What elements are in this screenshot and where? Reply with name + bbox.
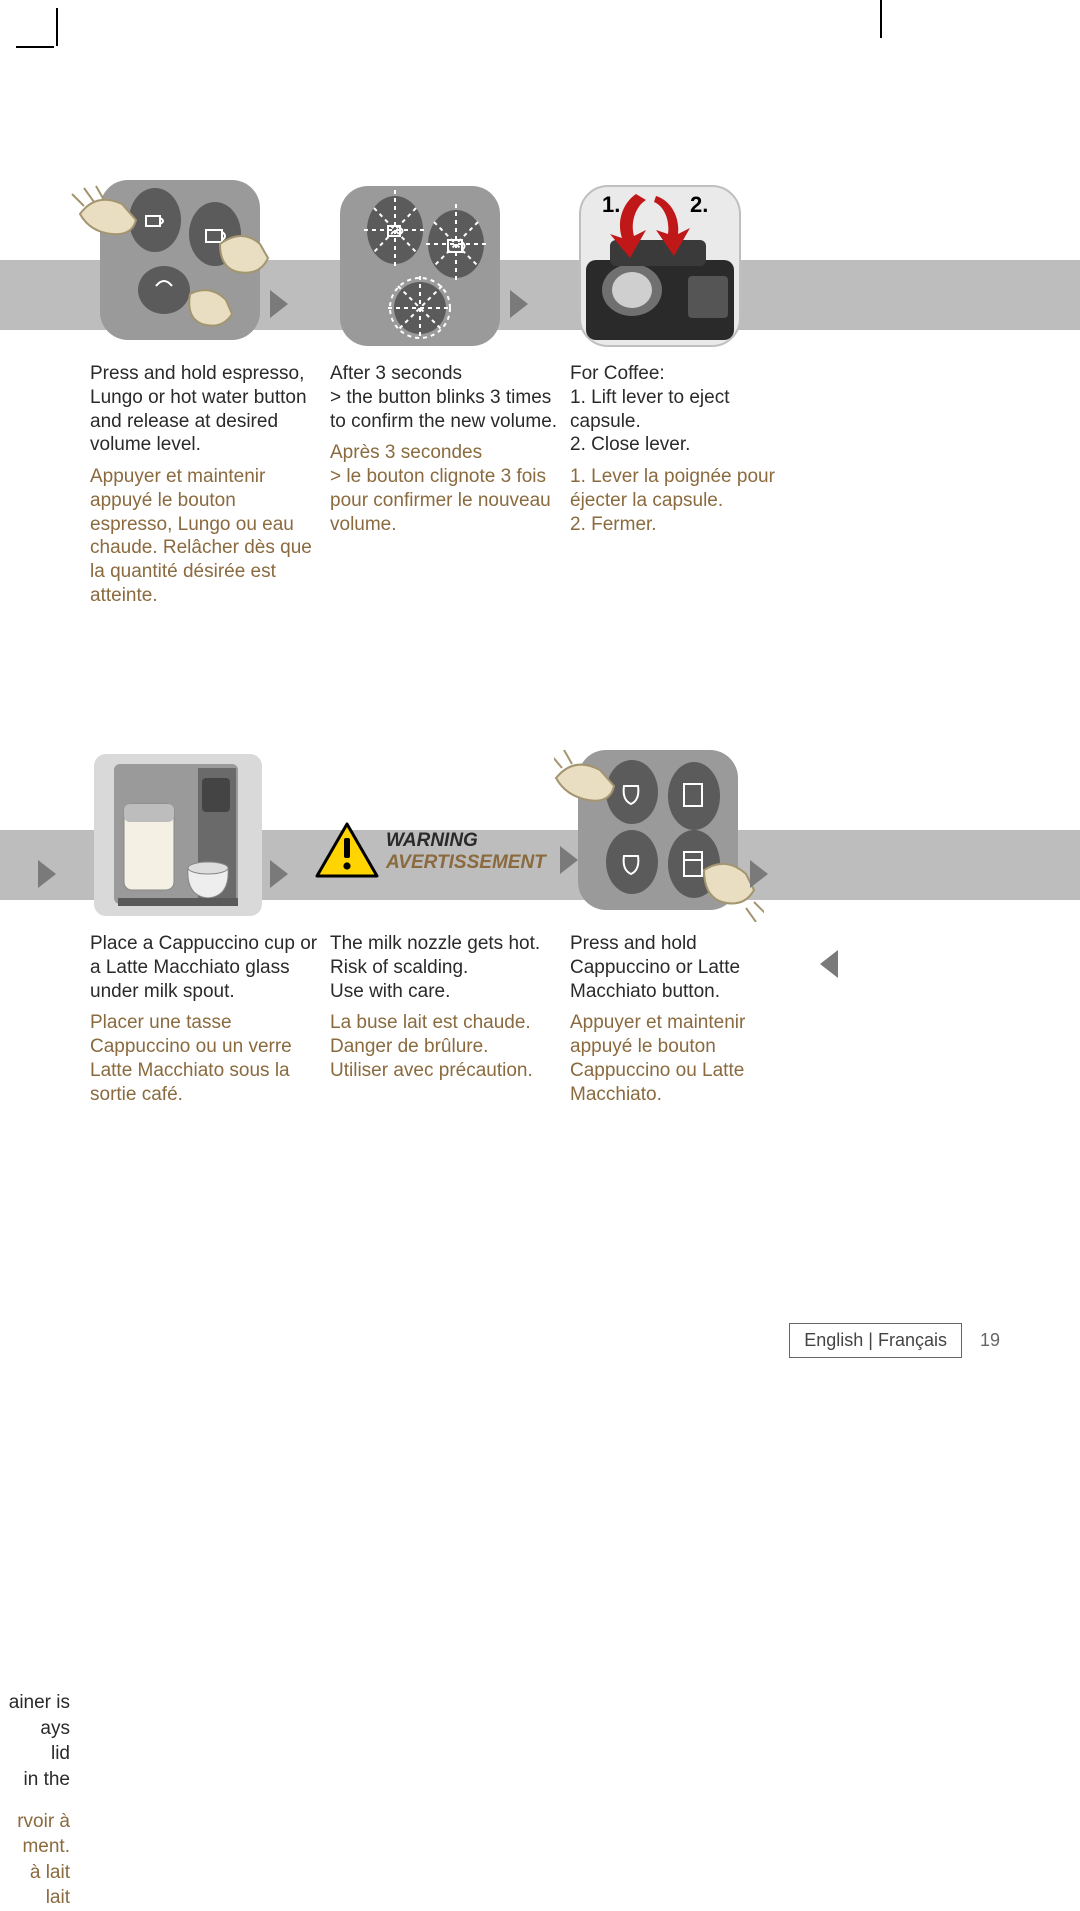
crop-mark — [56, 8, 58, 46]
illustration-lever: 1. 2. — [570, 180, 740, 350]
step-cell-place-cup: Place a Cappuccino cup or a Latte Macchi… — [90, 750, 320, 1106]
step-text-en: The milk nozzle gets hot. Risk of scaldi… — [330, 932, 560, 1003]
crop-mark — [16, 46, 54, 48]
step-text-en: For Coffee: 1. Lift lever to eject capsu… — [570, 362, 800, 457]
warning-labels: WARNING AVERTISSEMENT — [386, 830, 546, 874]
page-footer: English | Français 19 — [789, 1323, 1000, 1358]
step-cell-warning: WARNING AVERTISSEMENT The milk nozzle ge… — [330, 750, 560, 1083]
warning-label-fr: AVERTISSEMENT — [386, 852, 546, 874]
illustration-cappuccino-buttons — [570, 750, 740, 920]
language-indicator: English | Français — [789, 1323, 962, 1358]
step-text-fr: 1. Lever la poignée pour éjecter la caps… — [570, 465, 800, 536]
step-text-fr: Appuyer et maintenir appuyé le bouton Ca… — [570, 1011, 800, 1106]
step-text-fr: Placer une tasse Cappuccino ou un verre … — [90, 1011, 320, 1106]
step-cell-press-hold: Press and hold espresso, Lungo or hot wa… — [90, 180, 320, 608]
warning-label-en: WARNING — [386, 830, 546, 852]
next-arrow-icon — [270, 290, 288, 318]
partial-fr: rvoir à ment. à lait lait — [0, 1809, 70, 1911]
step-text-fr: La buse lait est chaude. Danger de brûlu… — [330, 1011, 560, 1082]
next-arrow-icon — [38, 860, 56, 888]
step-text-fr: Après 3 secondes > le bouton clignote 3 … — [330, 441, 560, 536]
illustration-blink — [330, 180, 500, 350]
next-arrow-icon — [270, 860, 288, 888]
crop-mark — [880, 0, 882, 38]
svg-text:1.: 1. — [602, 192, 620, 217]
step-cell-blink: After 3 seconds > the button blinks 3 ti… — [330, 180, 560, 536]
step-text-en: Press and hold Cappuccino or Latte Macch… — [570, 932, 800, 1003]
partial-en: ainer is ays lid in the — [0, 1690, 70, 1793]
next-arrow-icon — [750, 860, 768, 888]
warning-icon — [314, 822, 380, 880]
step-cell-press-cappuccino: Press and hold Cappuccino or Latte Macch… — [570, 750, 800, 1106]
partial-left-text: ainer is ays lid in the rvoir à ment. à … — [0, 1690, 70, 1911]
back-arrow-icon — [820, 950, 838, 978]
step-text-fr: Appuyer et maintenir appuyé le bouton es… — [90, 465, 320, 608]
warning-block: WARNING AVERTISSEMENT — [330, 750, 560, 920]
step-text-en: Place a Cappuccino cup or a Latte Macchi… — [90, 932, 320, 1003]
illustration-press-buttons — [90, 180, 260, 350]
svg-text:2.: 2. — [690, 192, 708, 217]
step-text-en: After 3 seconds > the button blinks 3 ti… — [330, 362, 560, 433]
step-cell-eject: 1. 2. For Coffee: 1. Lift lever to eject… — [570, 180, 800, 536]
illustration-machine-photo — [90, 750, 260, 920]
page-number: 19 — [980, 1330, 1000, 1351]
step-text-en: Press and hold espresso, Lungo or hot wa… — [90, 362, 320, 457]
next-arrow-icon — [510, 290, 528, 318]
